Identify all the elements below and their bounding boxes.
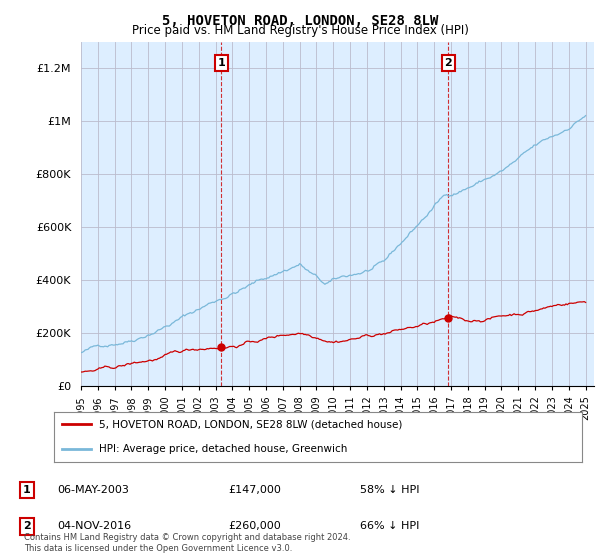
Text: Contains HM Land Registry data © Crown copyright and database right 2024.
This d: Contains HM Land Registry data © Crown c… [24,533,350,553]
Text: 58% ↓ HPI: 58% ↓ HPI [360,485,419,495]
Text: 66% ↓ HPI: 66% ↓ HPI [360,521,419,531]
Text: 2: 2 [23,521,31,531]
Text: Price paid vs. HM Land Registry's House Price Index (HPI): Price paid vs. HM Land Registry's House … [131,24,469,36]
Text: 5, HOVETON ROAD, LONDON, SE28 8LW: 5, HOVETON ROAD, LONDON, SE28 8LW [162,14,438,28]
Text: 1: 1 [23,485,31,495]
Text: HPI: Average price, detached house, Greenwich: HPI: Average price, detached house, Gree… [99,445,347,454]
Text: 1: 1 [217,58,225,68]
Text: £147,000: £147,000 [228,485,281,495]
Text: 06-MAY-2003: 06-MAY-2003 [57,485,129,495]
Text: 2: 2 [445,58,452,68]
Text: 5, HOVETON ROAD, LONDON, SE28 8LW (detached house): 5, HOVETON ROAD, LONDON, SE28 8LW (detac… [99,419,402,429]
Text: £260,000: £260,000 [228,521,281,531]
Text: 04-NOV-2016: 04-NOV-2016 [57,521,131,531]
